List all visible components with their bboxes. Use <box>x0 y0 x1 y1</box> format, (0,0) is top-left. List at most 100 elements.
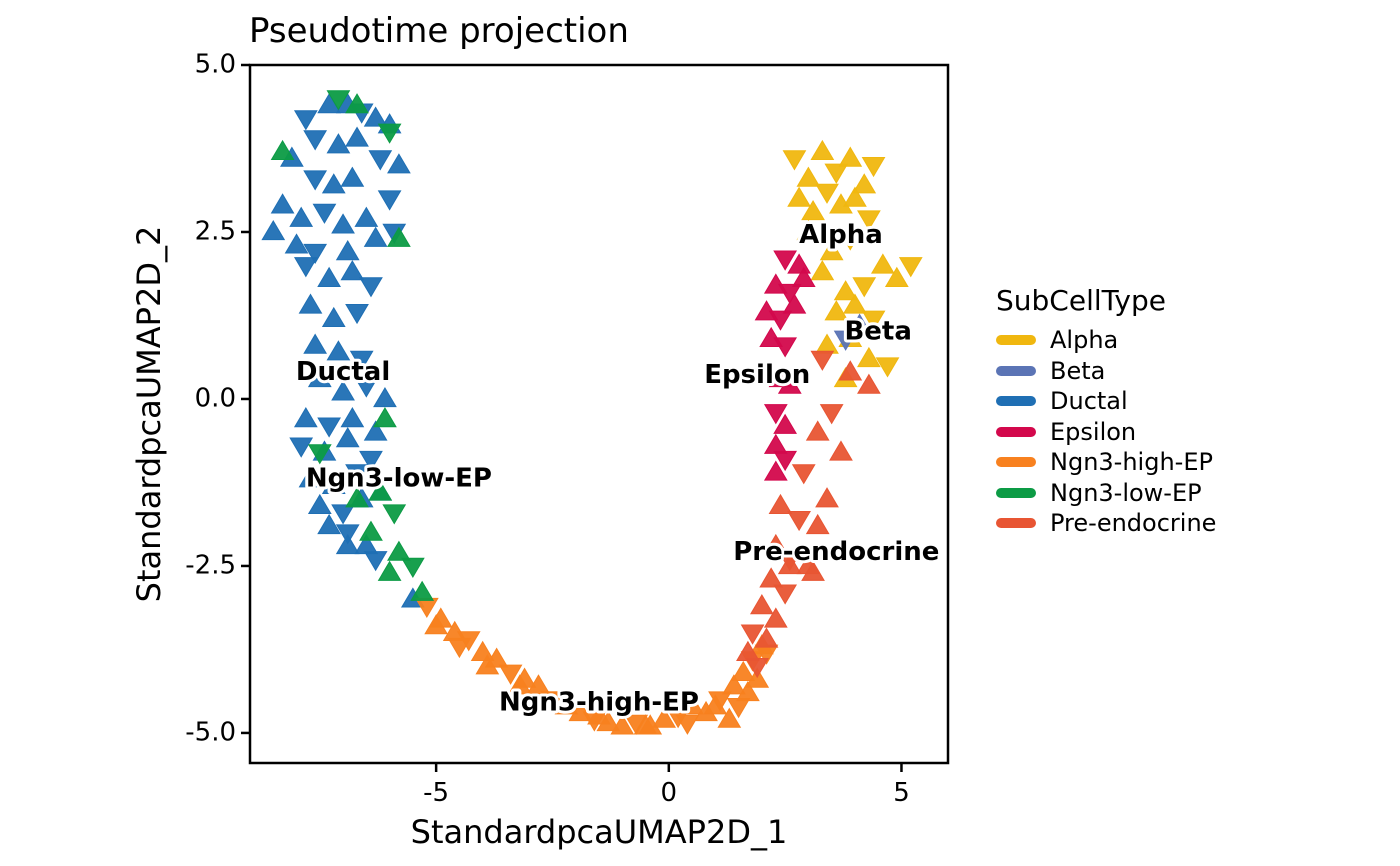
point-epsilon <box>773 413 798 434</box>
x-axis-label: StandardpcaUMAP2D_1 <box>411 813 788 851</box>
point-epsilon <box>777 373 802 394</box>
point-ngn3-high-ep <box>508 674 532 695</box>
point-ductal <box>307 493 332 515</box>
point-ngn3-low-ep <box>387 540 411 561</box>
point-alpha <box>810 139 835 161</box>
point-alpha <box>824 163 849 184</box>
cluster-label-halo: Ngn3-high-EP <box>499 687 699 717</box>
point-ductal <box>326 133 351 154</box>
point-epsilon <box>773 250 798 271</box>
point-ductal <box>363 420 388 441</box>
point-ductal <box>293 110 318 131</box>
point-ductal <box>335 533 360 555</box>
cluster-label-halo: Pre-endocrine <box>733 537 939 567</box>
point-ductal <box>284 233 309 254</box>
point-ductal <box>293 257 318 278</box>
point-ductal <box>303 130 328 151</box>
point-ngn3-low-ep <box>387 226 411 247</box>
point-pre-endocrine <box>857 373 881 394</box>
point-alpha <box>824 300 849 321</box>
cluster-label-beta: Beta <box>844 317 911 347</box>
point-alpha <box>898 257 923 278</box>
point-ngn3-high-ep <box>554 694 579 715</box>
cluster-label-alpha: Alpha <box>799 220 883 250</box>
legend-item-alpha: Alpha <box>996 325 1216 356</box>
point-alpha <box>861 310 886 331</box>
marks-layer <box>261 90 923 735</box>
point-ductal <box>303 243 328 265</box>
point-pre-endocrine <box>763 607 788 628</box>
point-ductal <box>298 467 323 488</box>
point-alpha <box>843 186 867 207</box>
point-ngn3-low-ep <box>345 93 369 114</box>
point-ductal <box>359 450 383 472</box>
point-ductal <box>303 333 328 354</box>
point-ductal <box>289 206 314 227</box>
cluster-label-halo: Alpha <box>799 220 883 250</box>
point-pre-endocrine <box>829 440 853 461</box>
point-alpha <box>796 166 821 187</box>
point-ngn3-low-ep <box>326 90 351 111</box>
point-alpha <box>782 150 807 171</box>
y-axis: 5.0 2.5 0.0 -2.5 -5.0 <box>185 50 250 747</box>
cluster-label-halo: Ductal <box>296 357 390 387</box>
legend-label: Ngn3-high-EP <box>1050 448 1213 477</box>
point-pre-endocrine <box>759 567 784 588</box>
point-ductal <box>377 190 402 211</box>
point-pre-endocrine <box>805 420 830 441</box>
point-epsilon <box>773 450 798 472</box>
point-ductal <box>345 303 369 325</box>
point-pre-endocrine <box>745 657 770 679</box>
point-ductal <box>345 464 369 485</box>
point-alpha <box>875 357 900 378</box>
point-pre-endocrine <box>768 493 793 515</box>
legend-key <box>996 335 1036 346</box>
point-alpha <box>838 146 863 167</box>
point-pre-endocrine <box>801 560 825 581</box>
point-ductal <box>363 551 388 572</box>
point-ngn3-low-ep <box>359 520 383 541</box>
point-pre-endocrine <box>754 627 779 648</box>
point-ductal <box>340 407 365 428</box>
point-epsilon <box>768 310 793 331</box>
point-epsilon <box>782 293 807 314</box>
y-tick-label: 2.5 <box>195 216 236 246</box>
point-ductal <box>331 504 355 525</box>
point-ductal <box>289 437 314 458</box>
point-ngn3-high-ep <box>675 714 700 735</box>
legend-label: Beta <box>1050 356 1106 385</box>
point-alpha <box>787 186 811 207</box>
legend: SubCellType Alpha Beta Ductal Epsilon Ngn3-h… <box>996 284 1216 539</box>
point-ngn3-low-ep <box>400 557 425 578</box>
point-epsilon <box>791 266 816 287</box>
point-pre-endocrine <box>805 513 830 535</box>
point-ngn3-low-ep <box>377 123 402 144</box>
point-alpha <box>843 293 867 314</box>
point-alpha <box>857 210 881 231</box>
point-ductal <box>345 126 369 147</box>
point-epsilon <box>763 460 788 481</box>
point-alpha <box>796 219 821 241</box>
legend-label: Pre-endocrine <box>1050 509 1217 538</box>
legend-label: Epsilon <box>1050 417 1137 446</box>
point-alpha <box>852 277 877 298</box>
point-ngn3-high-ep <box>526 674 551 695</box>
point-ductal <box>321 173 346 194</box>
legend-label: Alpha <box>1050 326 1119 355</box>
point-ductal <box>293 407 318 428</box>
point-ductal <box>321 306 346 328</box>
point-alpha <box>870 253 895 274</box>
point-pre-endocrine <box>819 404 844 425</box>
chart-title: Pseudotime projection <box>249 11 629 51</box>
point-ductal <box>335 427 360 448</box>
point-ductal <box>317 513 341 535</box>
point-alpha <box>838 230 863 251</box>
point-alpha <box>852 173 877 194</box>
point-ngn3-high-ep <box>414 597 439 619</box>
point-ngn3-high-ep <box>731 660 756 682</box>
point-ductal <box>340 260 365 281</box>
point-alpha <box>815 333 839 354</box>
point-pre-endocrine <box>777 553 802 575</box>
y-tick-label: -2.5 <box>185 550 236 580</box>
point-ductal <box>261 219 286 241</box>
